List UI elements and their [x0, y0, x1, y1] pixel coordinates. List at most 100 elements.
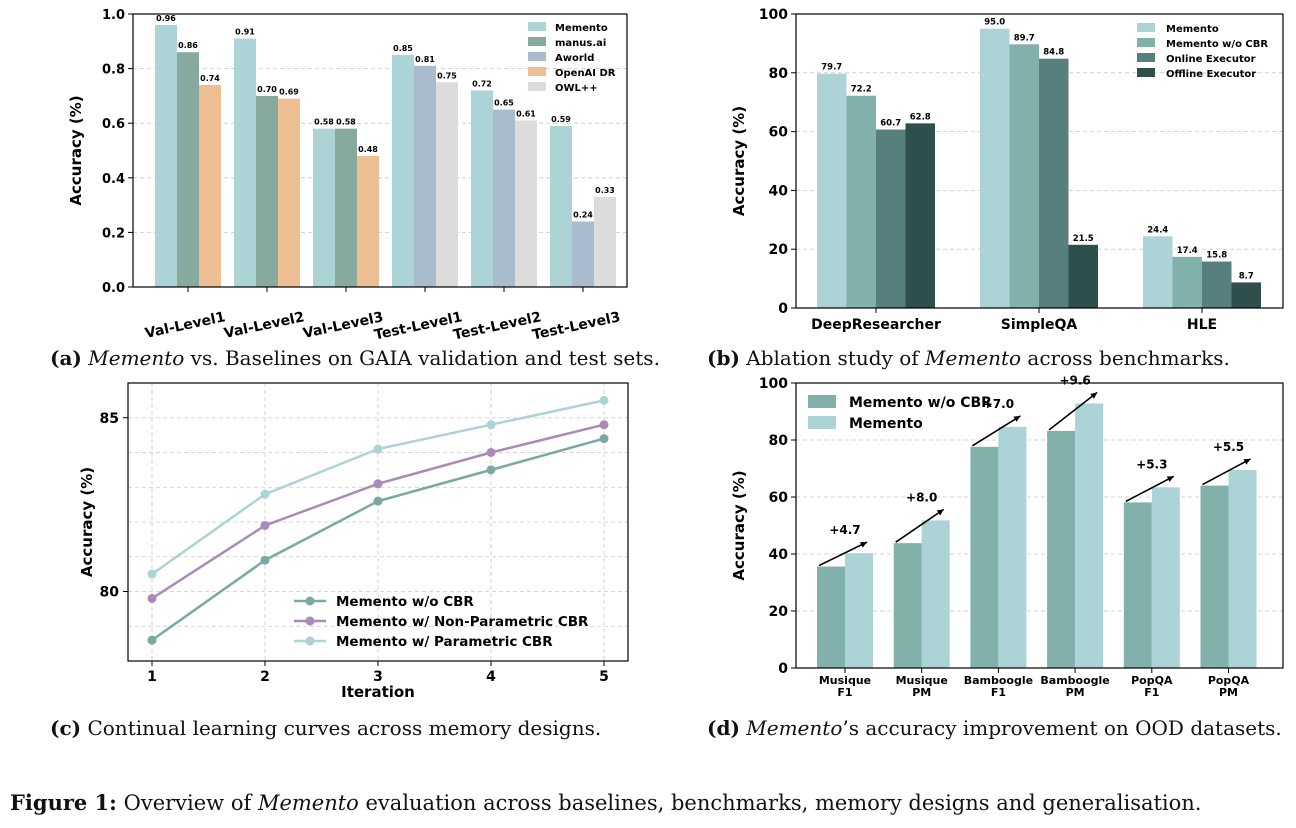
chart-b-data-label: 21.5 — [1073, 234, 1094, 244]
chart-d-bar — [1228, 469, 1257, 668]
chart-a-data-label: 0.59 — [551, 115, 571, 124]
chart-a-bar — [357, 155, 379, 287]
chart-d-bar — [845, 553, 873, 668]
chart-b-xtick-label: SimpleQA — [1001, 317, 1078, 333]
chart-a-data-label: 0.75 — [437, 71, 457, 80]
chart-b-data-label: 60.7 — [880, 119, 901, 129]
chart-b-frame — [795, 13, 1284, 309]
chart-a-data-label: 0.72 — [472, 79, 492, 88]
chart-d-arrow — [1202, 458, 1251, 486]
chart-d-arrowhead — [936, 509, 944, 516]
caption-a-label: (a) — [50, 346, 82, 370]
chart-b-bar — [1143, 236, 1173, 308]
chart-b-xtick-label: DeepResearcher — [811, 317, 941, 333]
chart-a-bar — [550, 125, 572, 288]
chart-c-ytick-label: 85 — [100, 411, 119, 427]
chart-a-data-label: 0.91 — [235, 28, 255, 37]
chart-d-legend-label: Memento w/o CBR — [849, 395, 992, 411]
chart-a-bar — [234, 38, 256, 287]
caption-d: (d) Memento’s accuracy improvement on OO… — [707, 716, 1282, 740]
chart-a-bar — [278, 98, 300, 287]
chart-a-bar — [392, 54, 414, 288]
chart-d-bar — [1151, 487, 1180, 668]
caption-b-emphasis: Memento — [925, 346, 1022, 370]
chart-a-bar — [313, 128, 335, 287]
chart-b: 0 20 40 60 80 100 Accuracy (%) 79.7 72.2 60.7 62.8… — [730, 7, 1284, 333]
chart-b-ytick-label: 100 — [759, 7, 788, 23]
chart-a-data-label: 0.85 — [393, 44, 413, 53]
chart-b-data-label: 15.8 — [1206, 251, 1227, 261]
chart-d-annotation: +9.6 — [1059, 374, 1090, 388]
chart-a-data-label: 0.58 — [336, 118, 356, 127]
chart-a-data-label: 0.69 — [279, 88, 299, 97]
chart-a-bar — [177, 52, 199, 287]
chart-b-ytick-label: 60 — [769, 125, 789, 141]
chart-a-data-label: 0.24 — [573, 210, 593, 219]
chart-a-data-label: 0.81 — [415, 55, 435, 64]
chart-c-point — [373, 496, 383, 506]
chart-c-frame — [127, 382, 629, 662]
chart-d-annotation: +8.0 — [906, 490, 937, 504]
chart-d-xtick-label: PopQA — [1131, 674, 1173, 687]
chart-c-legend-label: Memento w/o CBR — [336, 594, 474, 610]
chart-a-bar — [493, 109, 515, 287]
chart-c-xtick-label: 5 — [599, 669, 609, 685]
chart-d-xtick-label: F1 — [991, 686, 1006, 699]
chart-a-legend-label: Aworld — [555, 53, 594, 64]
chart-c-point — [260, 489, 270, 499]
chart-a-ylabel: Accuracy (%) — [67, 95, 85, 205]
chart-d-xtick-label: Bamboogle — [1040, 674, 1109, 687]
chart-d-bar — [893, 543, 922, 668]
chart-b-bar — [1068, 244, 1098, 308]
chart-d-xtick-label: PM — [912, 686, 931, 699]
chart-d-arrow — [818, 541, 868, 567]
chart-d-bar — [921, 520, 950, 668]
chart-d-bar — [817, 566, 845, 668]
chart-d-bar — [1123, 502, 1152, 668]
chart-b-bar — [1039, 58, 1069, 308]
chart-d-ytick-label: 0 — [778, 661, 788, 677]
chart-a-legend: Memento manus.ai Aworld OpenAI DR OWL++ — [528, 22, 616, 94]
chart-a-legend-swatch — [528, 82, 546, 91]
caption-a-emphasis: Memento — [88, 346, 185, 370]
chart-b-ylabel: Accuracy (%) — [730, 106, 748, 216]
chart-b-data-label: 84.8 — [1043, 48, 1064, 58]
chart-d-ytick-label: 20 — [769, 604, 789, 620]
chart-c-point — [147, 569, 157, 579]
chart-c: 80 85 1 2 3 4 5 Iteration Accuracy (%) Memento w/… — [78, 382, 629, 701]
chart-a-ytick-label: 0.8 — [102, 63, 125, 78]
chart-a-bar — [155, 24, 177, 287]
caption-b-label: (b) — [707, 346, 740, 370]
chart-a-ytick-label: 0.0 — [102, 281, 125, 296]
chart-c-point — [599, 434, 609, 444]
chart-a-legend-swatch — [528, 37, 546, 46]
chart-d-xtick-label: F1 — [1144, 686, 1159, 699]
chart-d-ylabel: Accuracy (%) — [730, 470, 748, 580]
caption-d-emphasis: Memento — [746, 716, 843, 740]
chart-c-ytick-label: 80 — [100, 585, 120, 601]
chart-b-data-label: 17.4 — [1177, 246, 1198, 256]
chart-a-frame — [132, 13, 628, 288]
chart-b-data-label: 89.7 — [1014, 33, 1035, 43]
chart-d-annotation: +5.5 — [1213, 440, 1244, 454]
chart-c-legend: Memento w/o CBR Memento w/ Non-Parametric… — [294, 594, 589, 650]
chart-b-legend-swatch — [1137, 68, 1155, 77]
chart-b-bar — [905, 123, 935, 308]
chart-c-point — [373, 479, 383, 489]
figure-caption-emphasis: Memento — [257, 791, 359, 815]
chart-c-legend-marker — [305, 636, 315, 646]
caption-b-text: across benchmarks. — [1021, 346, 1230, 370]
chart-b-legend-label: Memento w/o CBR — [1166, 39, 1268, 50]
chart-a-xtick-label: Val-Level3 — [302, 309, 385, 342]
chart-d-xtick-label: PM — [1219, 686, 1238, 699]
chart-d-bar — [1200, 485, 1229, 668]
caption-b: (b) Ablation study of Memento across ben… — [707, 346, 1230, 370]
figure-caption-text: evaluation across baselines, benchmarks,… — [358, 791, 1202, 815]
chart-d-arrowhead — [1013, 415, 1021, 422]
chart-d-ytick-label: 100 — [759, 376, 788, 392]
chart-a-data-label: 0.61 — [516, 109, 536, 118]
chart-a-xtick-label: Val-Level1 — [144, 309, 227, 342]
chart-d-legend: Memento w/o CBR Memento — [808, 395, 992, 432]
chart-d-arrowhead — [860, 542, 867, 548]
